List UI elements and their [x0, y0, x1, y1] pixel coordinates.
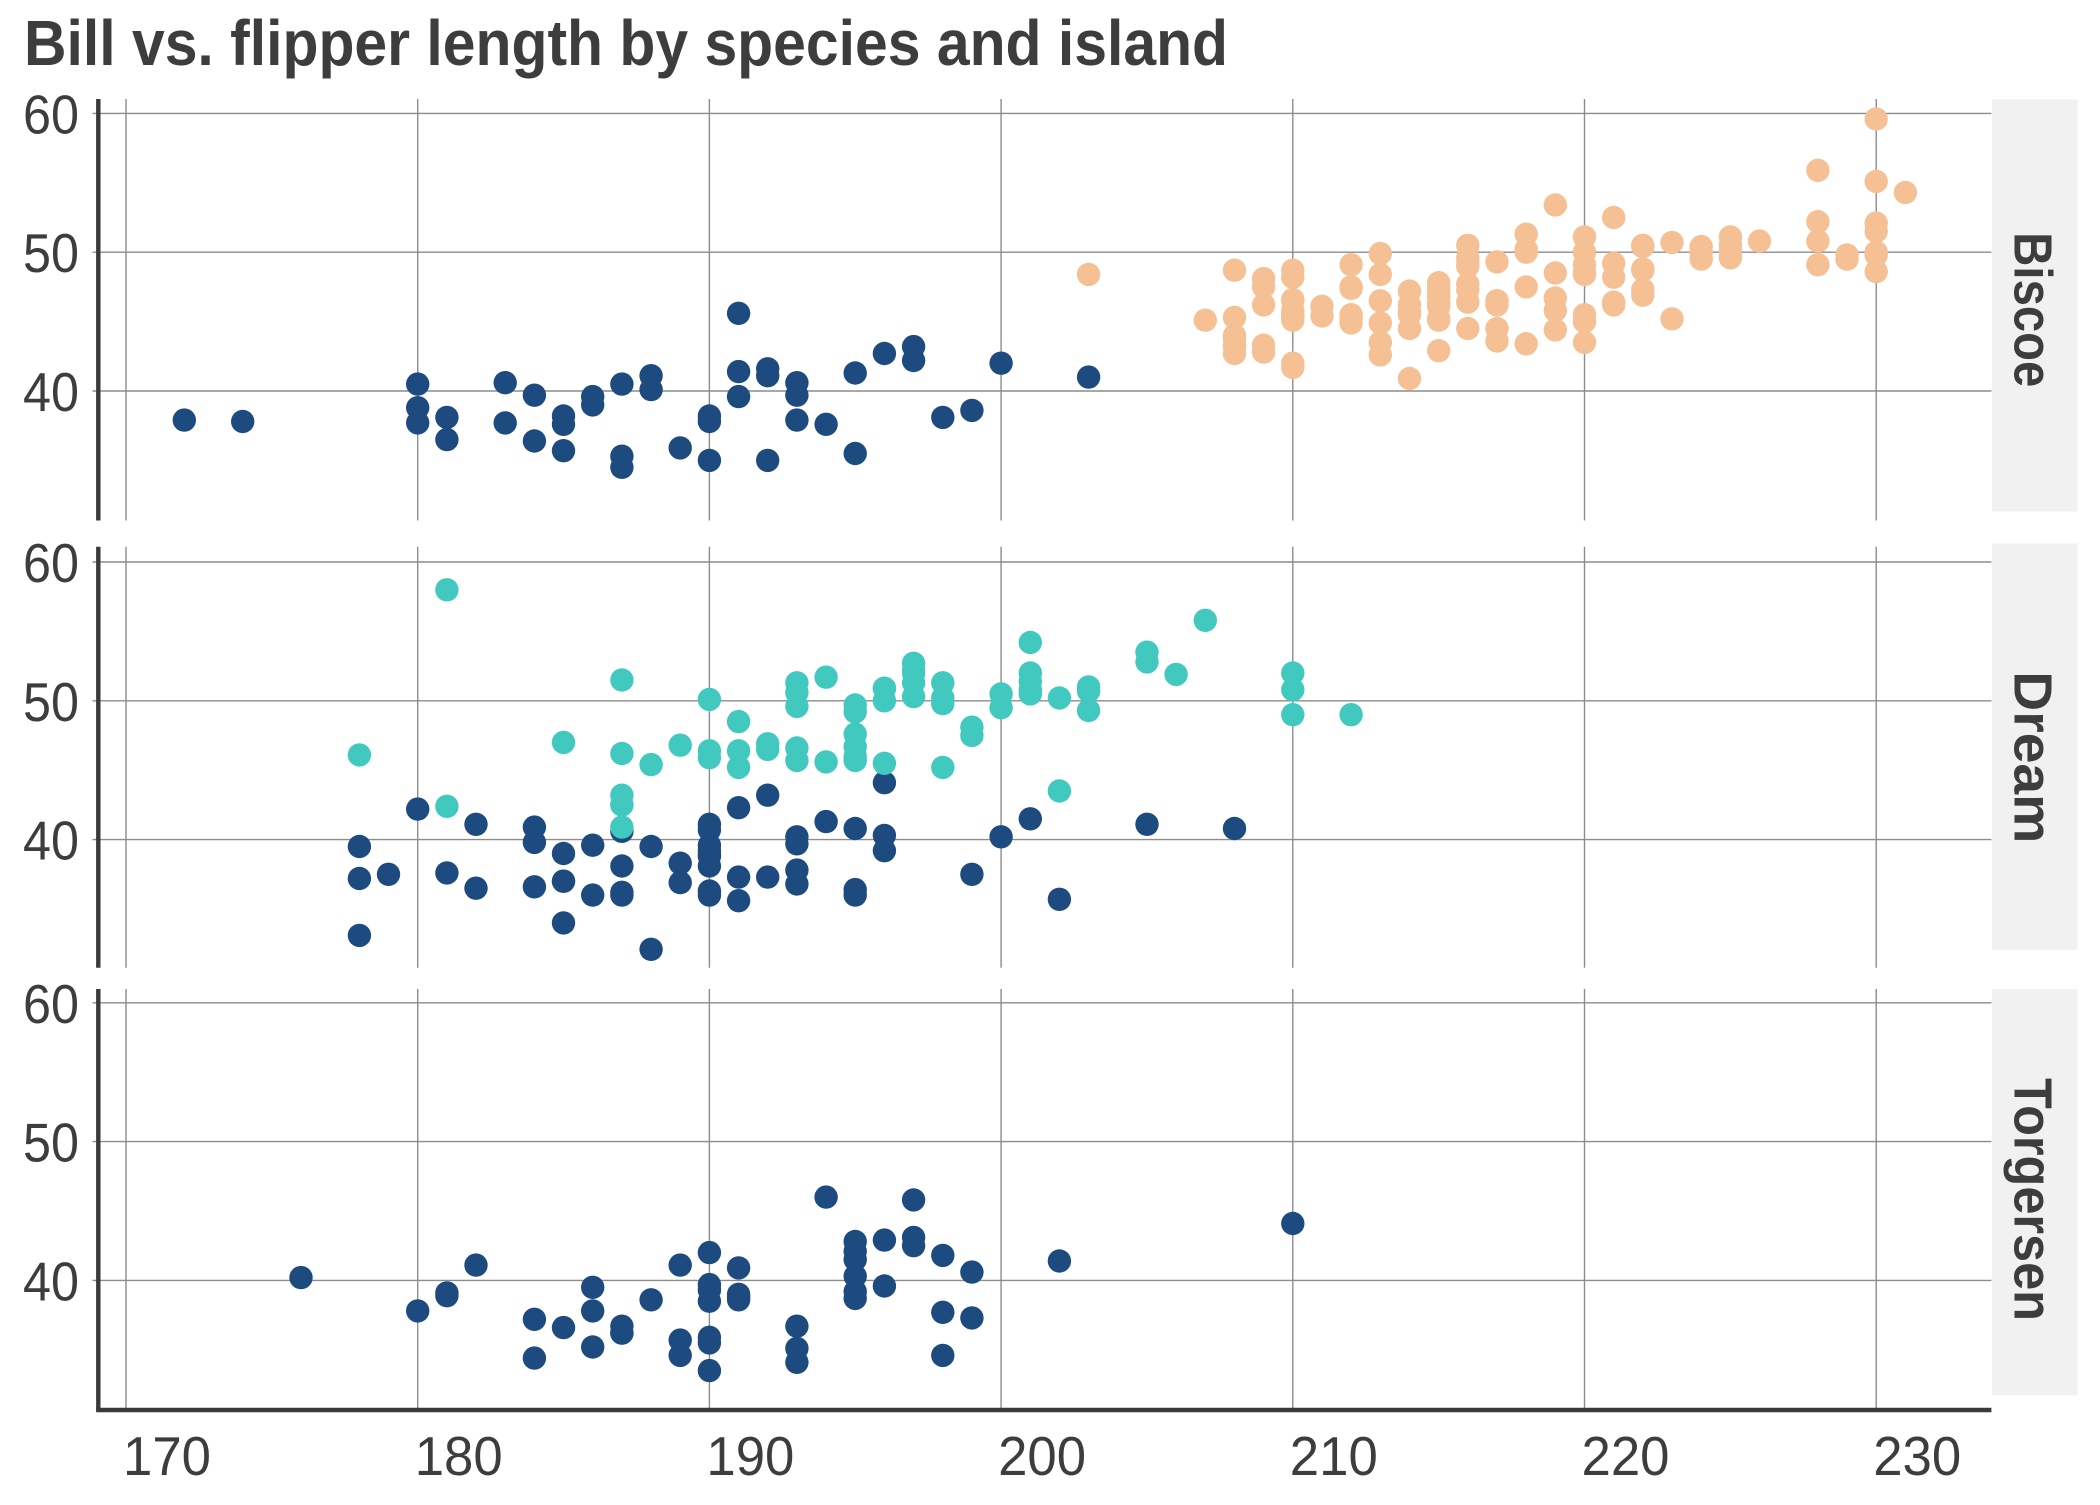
svg-text:170: 170: [123, 1425, 211, 1487]
svg-text:180: 180: [415, 1425, 503, 1487]
svg-text:200: 200: [998, 1425, 1086, 1487]
svg-text:230: 230: [1873, 1425, 1961, 1487]
svg-text:Torgersen: Torgersen: [2003, 1078, 2063, 1321]
svg-text:60: 60: [23, 83, 79, 145]
svg-text:Dream: Dream: [2003, 671, 2063, 843]
svg-text:60: 60: [23, 973, 79, 1035]
svg-text:50: 50: [23, 1112, 79, 1174]
svg-text:50: 50: [23, 222, 79, 284]
svg-text:Bill vs. flipper length by spe: Bill vs. flipper length by species and i…: [24, 7, 1228, 79]
svg-text:Biscoe: Biscoe: [2003, 232, 2063, 387]
svg-text:60: 60: [23, 532, 79, 594]
svg-text:50: 50: [23, 671, 79, 733]
svg-text:210: 210: [1290, 1425, 1378, 1487]
svg-text:190: 190: [706, 1425, 794, 1487]
svg-text:220: 220: [1582, 1425, 1670, 1487]
svg-text:40: 40: [23, 810, 79, 872]
svg-text:40: 40: [23, 361, 79, 423]
svg-text:40: 40: [23, 1250, 79, 1312]
